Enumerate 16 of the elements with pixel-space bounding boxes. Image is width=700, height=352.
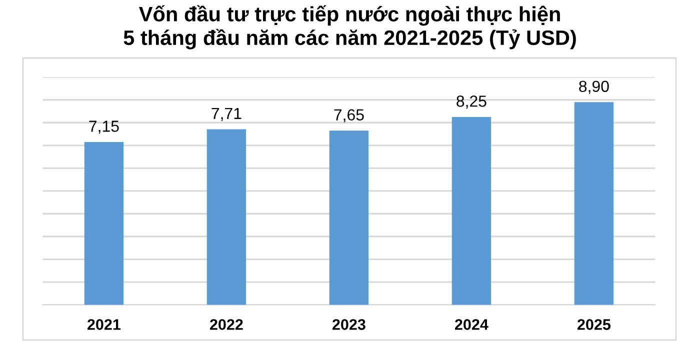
bar (329, 130, 369, 305)
data-label: 8,25 (456, 96, 486, 109)
bar (206, 129, 246, 305)
x-tick-label: 2022 (210, 319, 243, 330)
x-tick-label: 2021 (87, 319, 121, 330)
data-label: 7,65 (334, 109, 364, 122)
x-tick-label: 2025 (577, 319, 611, 330)
x-tick-label: 2024 (454, 319, 488, 330)
data-label: 7,71 (212, 108, 242, 122)
data-label: 7,15 (89, 120, 119, 134)
chart-title: Vốn đầu tư trực tiếp nước ngoài thực hiện 5 tháng đầu năm các năm 2021-2025 (Tỷ USD) (124, 5, 576, 50)
x-tick-label: 2023 (332, 319, 366, 330)
bar (84, 142, 124, 305)
data-label: 8,90 (579, 80, 609, 94)
bar (452, 116, 492, 305)
bar (574, 102, 614, 305)
